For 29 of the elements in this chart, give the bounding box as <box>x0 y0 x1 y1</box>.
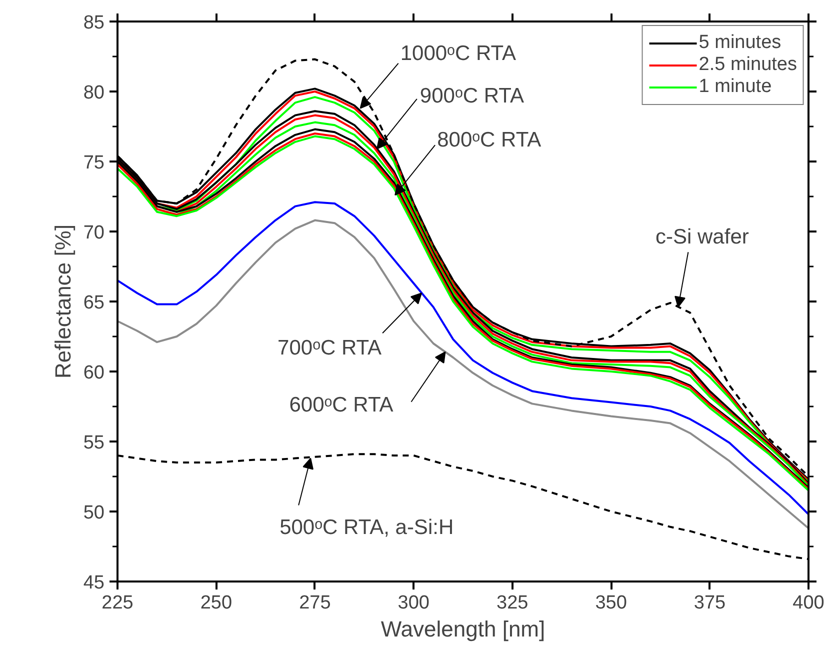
x-tick-label: 300 <box>398 592 430 614</box>
y-tick-label: 80 <box>83 82 105 104</box>
y-tick-label: 75 <box>83 152 105 174</box>
x-tick-label: 225 <box>102 592 134 614</box>
x-tick-label: 350 <box>595 592 627 614</box>
annotation: 800ᵒC RTA <box>437 128 542 152</box>
annotation: 500ᵒC RTA, a-Si:H <box>280 516 454 539</box>
y-tick-label: 70 <box>83 222 105 244</box>
x-tick-label: 275 <box>299 592 331 614</box>
y-axis-title: Reflectance [%] <box>50 224 76 379</box>
y-tick-label: 45 <box>83 572 105 594</box>
x-tick-label: 325 <box>496 592 528 614</box>
y-tick-label: 50 <box>83 502 105 524</box>
y-tick-label: 85 <box>83 12 105 34</box>
x-tick-label: 400 <box>792 592 824 614</box>
annotation: 700ᵒC RTA <box>278 336 382 360</box>
x-tick-label: 250 <box>200 592 232 614</box>
legend-label: 2.5 minutes <box>698 54 797 76</box>
annotation: 600ᵒC RTA <box>289 393 394 416</box>
legend-label: 5 minutes <box>698 32 782 54</box>
y-tick-label: 55 <box>83 432 105 454</box>
annotation: 900ᵒC RTA <box>420 84 524 108</box>
y-tick-label: 65 <box>83 292 105 314</box>
x-axis-title: Wavelength [nm] <box>380 616 546 642</box>
y-tick-label: 60 <box>83 362 105 384</box>
x-tick-label: 375 <box>694 592 726 614</box>
legend-label: 1 minute <box>698 76 772 98</box>
annotation: 1000ᵒC RTA <box>400 42 516 65</box>
annotation: c-Si wafer <box>656 226 749 249</box>
